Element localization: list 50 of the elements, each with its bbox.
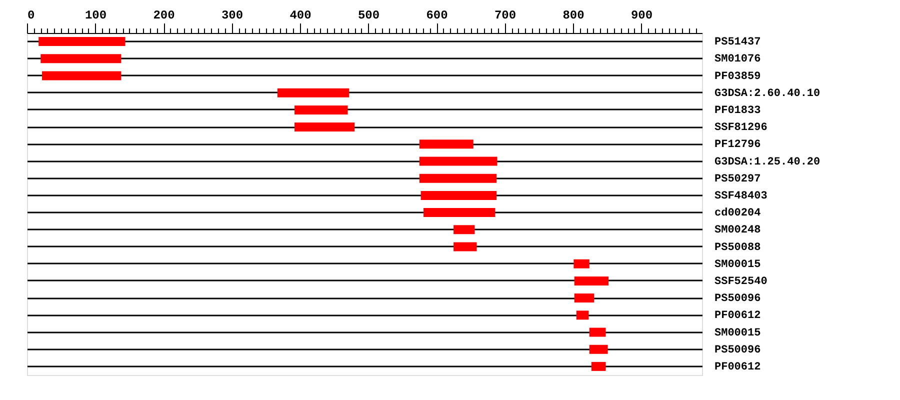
bar: [42, 71, 122, 80]
y-tick-label: PF01833: [714, 104, 762, 117]
x-tick-label: 600: [426, 8, 448, 22]
y-tick-label: PS51437: [714, 36, 761, 49]
y-tick-label: SM01076: [714, 54, 761, 66]
bar: [419, 156, 498, 166]
y-tick-label: G3DSA:2.60.40.10: [714, 88, 820, 100]
bar: [574, 294, 594, 303]
bar: [38, 37, 126, 46]
bar: [40, 54, 122, 64]
y-tick-label: PS50096: [714, 293, 761, 306]
bar: [589, 344, 608, 354]
bar: [589, 328, 606, 337]
bar: [576, 310, 589, 320]
bar: [574, 276, 608, 286]
x-tick-label: 200: [153, 8, 175, 22]
x-tick-label: 700: [494, 8, 516, 22]
y-tick-label: PF00612: [714, 310, 761, 322]
x-tick-label: 500: [358, 8, 380, 22]
y-tick-label: cd00204: [714, 208, 762, 220]
y-tick-label: SM00015: [714, 258, 762, 271]
y-tick-label: SSF52540: [714, 276, 768, 288]
y-tick-label: PS50096: [714, 344, 761, 356]
y-tick-label: PS50297: [714, 173, 761, 186]
bar: [419, 174, 497, 183]
bar: [424, 208, 496, 218]
x-tick-label: 400: [290, 8, 312, 22]
bar: [294, 105, 348, 114]
y-tick-label: SM00248: [714, 224, 762, 237]
bar: [420, 190, 497, 200]
bar: [294, 122, 355, 132]
x-tick-label: 300: [221, 8, 244, 22]
bar: [419, 140, 474, 149]
x-tick-label: 900: [630, 8, 653, 22]
bar: [454, 242, 477, 252]
y-tick-label: PF12796: [714, 139, 761, 152]
y-tick-label: PS50088: [714, 242, 762, 254]
bar: [591, 362, 606, 371]
y-tick-label: SM00015: [714, 327, 762, 340]
y-tick-label: G3DSA:1.25.40.20: [714, 156, 820, 168]
x-tick-label: 0: [28, 8, 35, 22]
y-tick-label: SSF48403: [714, 190, 768, 202]
x-tick-label: 100: [84, 8, 107, 22]
bar: [277, 88, 350, 98]
y-tick-label: SSF81296: [714, 122, 768, 134]
y-tick-label: PF00612: [714, 361, 761, 374]
bar: [574, 259, 590, 268]
bar: [454, 225, 475, 234]
x-tick-label: 800: [562, 8, 584, 22]
y-tick-label: PF03859: [714, 70, 761, 83]
